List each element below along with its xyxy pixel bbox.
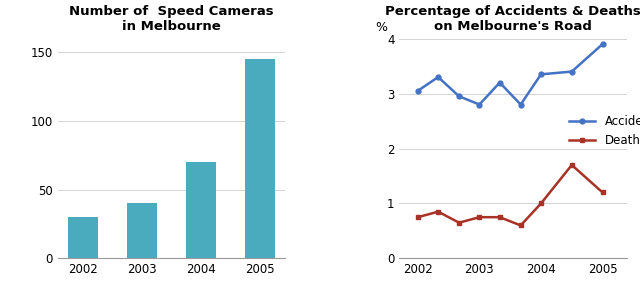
Accidents — [568, 70, 575, 73]
Deaths — [435, 210, 442, 214]
Deaths — [496, 215, 504, 219]
Bar — [246, 59, 275, 258]
Accidents — [496, 81, 504, 84]
Accidents — [517, 103, 525, 106]
Deaths — [537, 202, 545, 205]
Deaths — [414, 215, 422, 219]
Deaths — [476, 215, 483, 219]
Line: Accidents: Accidents — [415, 42, 605, 107]
Legend: Accidents, Deaths: Accidents, Deaths — [570, 115, 640, 147]
Accidents — [414, 89, 422, 93]
Title: Percentage of Accidents & Deaths
on Melbourne's Road: Percentage of Accidents & Deaths on Melb… — [385, 5, 640, 33]
Bar — [68, 217, 97, 258]
Deaths — [599, 191, 607, 194]
Deaths — [517, 224, 525, 227]
Accidents — [537, 72, 545, 76]
Text: %: % — [375, 21, 387, 34]
Accidents — [599, 42, 607, 46]
Accidents — [476, 103, 483, 106]
Deaths — [568, 163, 575, 167]
Title: Number of  Speed Cameras
in Melbourne: Number of Speed Cameras in Melbourne — [69, 5, 274, 33]
Line: Deaths: Deaths — [415, 162, 605, 228]
Deaths — [455, 221, 463, 225]
Bar — [127, 203, 157, 258]
Accidents — [435, 75, 442, 79]
Bar — [186, 162, 216, 258]
Accidents — [455, 94, 463, 98]
